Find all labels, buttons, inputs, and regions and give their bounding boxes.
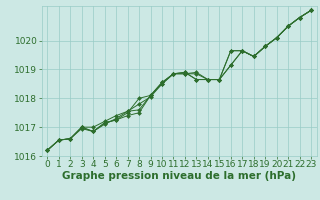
X-axis label: Graphe pression niveau de la mer (hPa): Graphe pression niveau de la mer (hPa) <box>62 171 296 181</box>
